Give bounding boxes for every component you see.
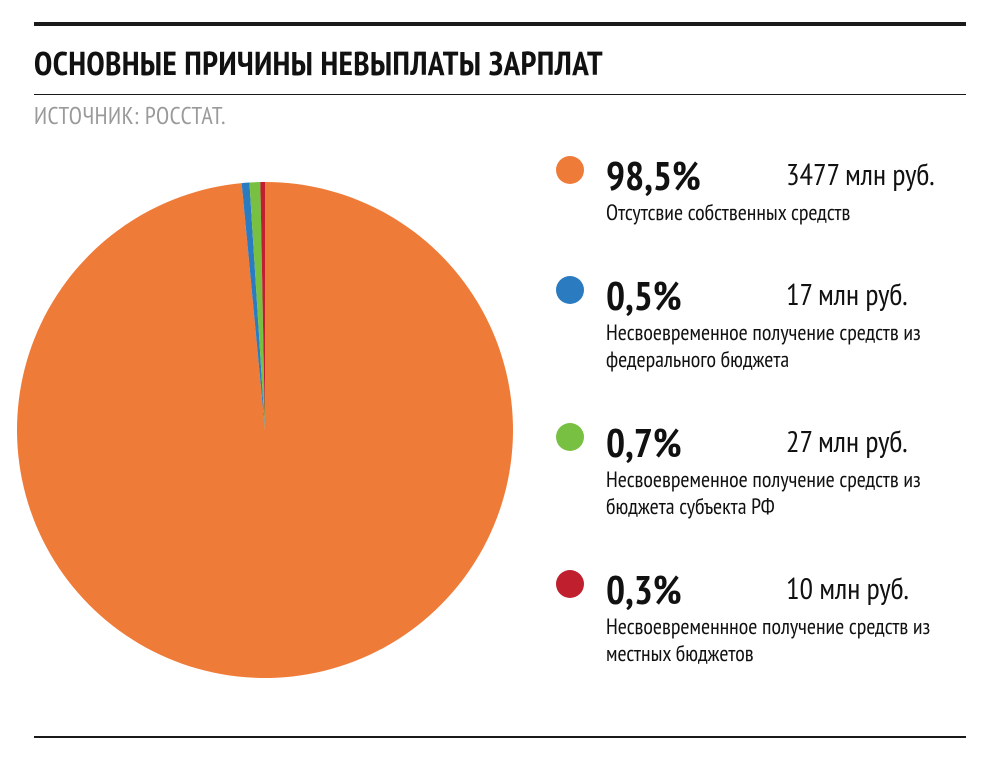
pie-svg bbox=[17, 182, 513, 678]
rule-top bbox=[34, 22, 966, 26]
legend-amount: 3477 млн руб. bbox=[786, 155, 935, 194]
chart-source: ИСТОЧНИК: РОССТАТ. bbox=[34, 100, 226, 131]
legend-percent: 98,5% bbox=[606, 150, 701, 202]
legend-percent: 0,5% bbox=[606, 270, 682, 322]
legend: 98,5% 3477 млн руб. Отсутсвие собственных … bbox=[556, 150, 976, 669]
legend-amount: 17 млн руб. bbox=[786, 275, 908, 314]
rule-bottom bbox=[34, 736, 966, 738]
chart-title: ОСНОВНЫЕ ПРИЧИНЫ НЕВЫПЛАТЫ ЗАРПЛАТ bbox=[34, 42, 603, 85]
legend-item: 0,3% 10 млн руб. Несвоевременнное получени… bbox=[556, 564, 976, 669]
legend-label: Несвоевременное получение средств из фед… bbox=[606, 320, 976, 375]
pie-chart bbox=[17, 182, 513, 678]
legend-item: 98,5% 3477 млн руб. Отсутсвие собственных … bbox=[556, 150, 976, 228]
legend-percent: 0,3% bbox=[606, 564, 682, 616]
legend-amount: 27 млн руб. bbox=[786, 422, 908, 461]
legend-label: Отсутсвие собственных средств bbox=[606, 200, 976, 228]
legend-amount: 10 млн руб. bbox=[786, 569, 909, 608]
infographic-frame: ОСНОВНЫЕ ПРИЧИНЫ НЕВЫПЛАТЫ ЗАРПЛАТ ИСТОЧ… bbox=[0, 0, 1000, 758]
legend-item: 0,7% 27 млн руб. Несвоевременное получение… bbox=[556, 417, 976, 522]
legend-item: 0,5% 17 млн руб. Несвоевременное получение… bbox=[556, 270, 976, 375]
legend-percent: 0,7% bbox=[606, 417, 682, 469]
legend-label: Несвоевременное получение средств из бюд… bbox=[606, 467, 976, 522]
legend-label: Несвоевременнное получение средств из ме… bbox=[606, 614, 976, 669]
rule-mid bbox=[34, 94, 966, 95]
